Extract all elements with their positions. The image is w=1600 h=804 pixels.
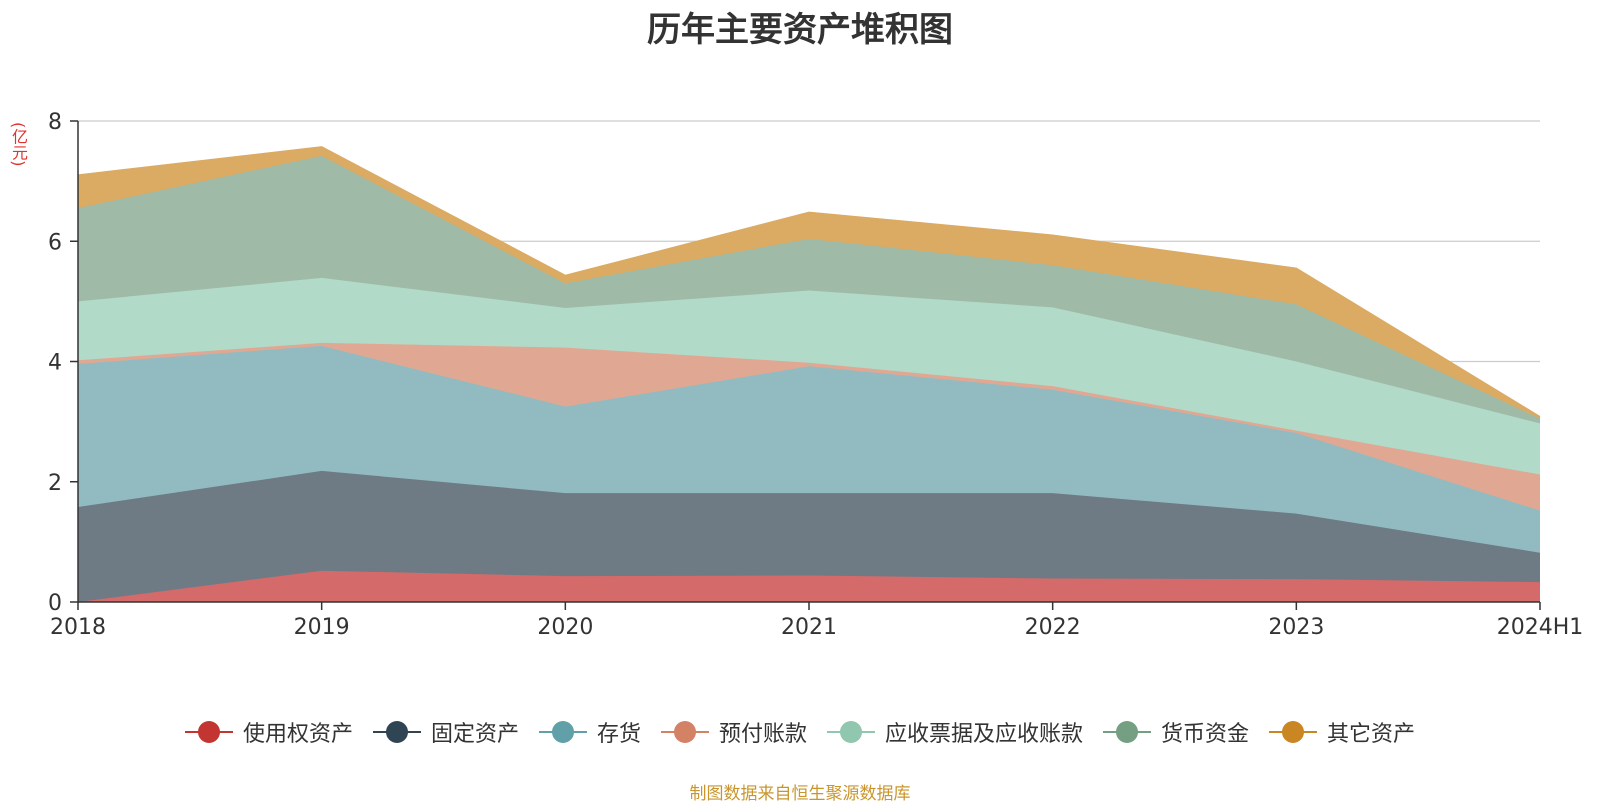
stacked-area-chart: 0 2 4 6 8 2018 2019 2020 2021 2022 2023 2024H1 — [48, 110, 1584, 640]
legend-item-4[interactable]: 应收票据及应收账款 — [827, 716, 1083, 748]
legend-label: 固定资产 — [430, 722, 519, 747]
y-tick-label: 0 — [48, 591, 62, 616]
legend-marker — [1269, 720, 1318, 744]
legend-dot — [551, 721, 574, 743]
area-series-0 — [78, 570, 1540, 602]
legend-marker — [1103, 720, 1152, 744]
legend-item-0[interactable]: 使用权资产 — [184, 716, 353, 748]
x-tick-label: 2024H1 — [1497, 615, 1584, 640]
legend-label: 使用权资产 — [242, 722, 353, 747]
legend-item-3[interactable]: 预付账款 — [660, 716, 807, 748]
legend-marker — [372, 720, 421, 744]
area-series-6 — [78, 146, 1540, 419]
legend-item-1[interactable]: 固定资产 — [372, 716, 519, 748]
y-tick-label: 2 — [48, 471, 62, 496]
legend-dot — [385, 721, 408, 743]
chart-legend: 使用权资产 固定资产 存货 预付账款 应收票据及应收账款 货币资金 其它资产 — [0, 716, 1600, 748]
legend-dot — [673, 721, 696, 743]
legend-item-5[interactable]: 货币资金 — [1103, 716, 1249, 748]
legend-marker — [538, 720, 587, 744]
legend-dot — [1282, 721, 1305, 743]
data-source-note: 制图数据来自恒生聚源数据库 — [689, 784, 911, 804]
x-tick-label: 2019 — [294, 615, 350, 640]
legend-marker — [827, 720, 875, 744]
legend-dot — [197, 721, 220, 743]
x-tick-label: 2022 — [1025, 615, 1081, 640]
area-edge-6 — [77, 146, 1541, 418]
legend-dot — [840, 721, 862, 743]
legend-marker — [184, 720, 233, 744]
x-tick-label: 2023 — [1268, 615, 1324, 640]
x-tick-label: 2018 — [50, 615, 106, 640]
legend-item-2[interactable]: 存货 — [538, 716, 641, 748]
legend-label: 预付账款 — [718, 722, 807, 747]
x-tick-label: 2020 — [537, 615, 593, 640]
area-series-2 — [78, 345, 1540, 553]
area-series-4 — [78, 277, 1540, 475]
chart-title: 历年主要资产堆积图 — [647, 10, 953, 50]
legend-label: 存货 — [596, 722, 641, 747]
y-tick-label: 8 — [48, 110, 62, 135]
y-tick-label: 4 — [48, 351, 62, 376]
legend-dot — [1116, 721, 1139, 743]
legend-item-6[interactable]: 其它资产 — [1269, 716, 1415, 748]
y-axis-unit-label: (亿元) — [9, 122, 28, 167]
x-tick-label: 2021 — [781, 615, 837, 640]
legend-label: 货币资金 — [1161, 722, 1250, 747]
legend-marker — [660, 720, 709, 744]
y-tick-label: 6 — [48, 230, 62, 255]
legend-label: 应收票据及应收账款 — [885, 722, 1084, 747]
area-series-5 — [78, 155, 1540, 424]
legend-label: 其它资产 — [1327, 722, 1416, 747]
